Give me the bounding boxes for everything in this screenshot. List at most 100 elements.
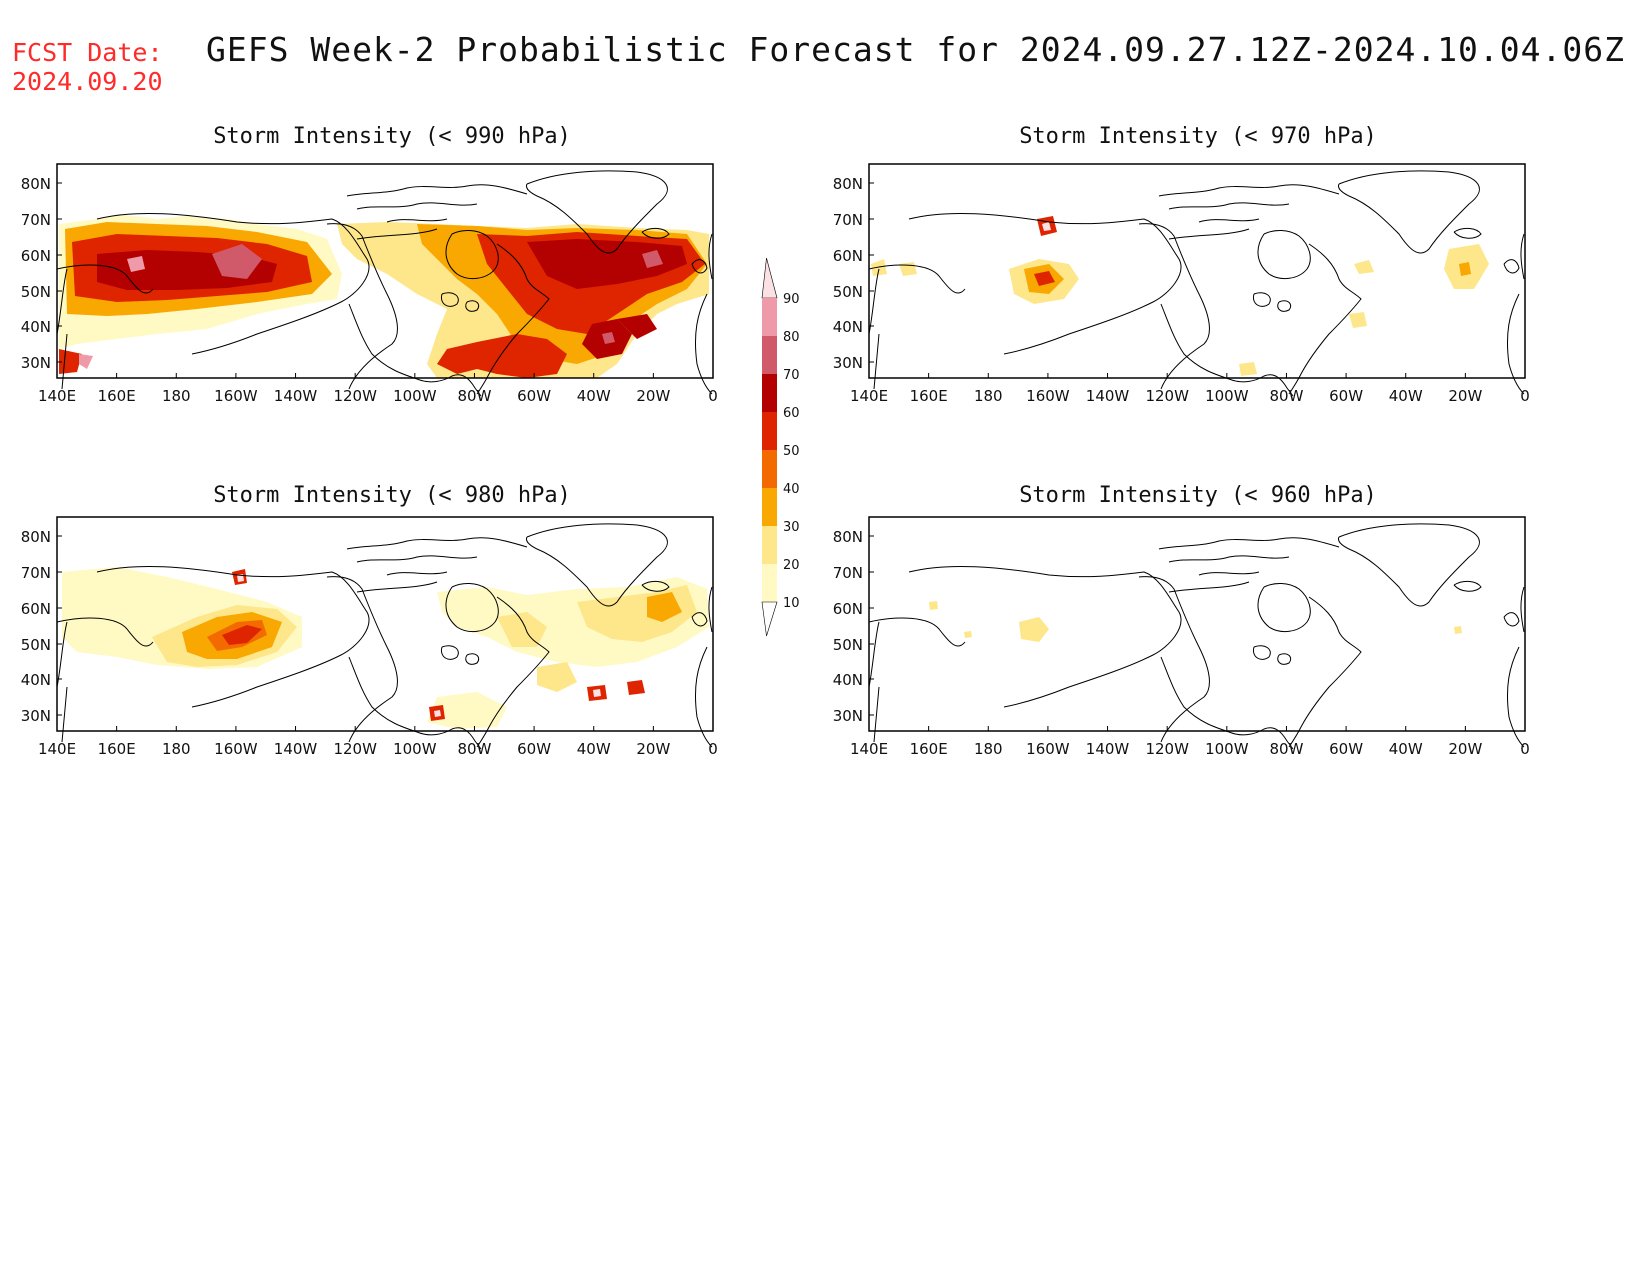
lon-label: 20W [636,740,670,758]
panel-title-980: Storm Intensity (< 980 hPa) [213,483,571,508]
lat-label: 40N [21,318,51,336]
lat-label: 60N [833,600,863,618]
probability-shading-960 [929,601,1462,642]
lon-label: 160W [214,740,258,758]
map-panel-980 [56,516,714,750]
forecast-date-block: FCST Date: 2024.09.20 [12,38,163,96]
lat-label: 60N [833,247,863,265]
colorbar-box [762,564,777,602]
axis-labels: 140E 160E 180 160W 140W 120W 100W 80W 60W 40W 20W 0… [21,175,1530,758]
colorbar-top-triangle [761,257,778,299]
lat-label: 80N [21,175,51,193]
lat-label: 50N [833,283,863,301]
lon-label: 80W [457,387,491,405]
colorbar-label: 30 [783,520,800,535]
lon-label: 160W [1026,387,1070,405]
colorbar-label: 90 [783,292,800,307]
colorbar-box [762,336,777,374]
lon-label: 0 [1520,740,1530,758]
lat-label: 30N [833,707,863,725]
colorbar-bottom-triangle [761,601,778,637]
lat-label: 30N [833,354,863,372]
page-title: GEFS Week-2 Probabilistic Forecast for 2… [206,30,1626,69]
lon-label: 160W [214,387,258,405]
lon-label: 180 [162,740,191,758]
lon-label: 100W [393,740,437,758]
lon-label: 60W [517,387,551,405]
lat-label: 60N [21,247,51,265]
colorbar-label: 40 [783,482,800,497]
lat-label: 80N [833,175,863,193]
lon-label: 0 [708,740,718,758]
lon-label: 80W [1269,387,1303,405]
lat-label: 70N [21,564,51,582]
lon-label: 40W [1389,740,1423,758]
forecast-date-value: 2024.09.20 [12,67,163,96]
lon-label: 0 [1520,387,1530,405]
lat-label: 80N [833,528,863,546]
lat-label: 60N [21,600,51,618]
lon-label: 0 [708,387,718,405]
lon-label: 140E [38,740,76,758]
lon-label: 160E [98,740,136,758]
lon-label: 140W [1086,740,1130,758]
lon-label: 140E [38,387,76,405]
lon-label: 80W [457,740,491,758]
lat-label: 70N [833,211,863,229]
colorbar-box [762,450,777,488]
map-panel-990 [56,163,714,397]
probability-shading-970 [871,216,1489,376]
panel-title-960: Storm Intensity (< 960 hPa) [1019,483,1377,508]
lon-label: 160E [910,387,948,405]
colorbar-label: 10 [783,596,800,611]
lon-label: 160E [910,740,948,758]
lon-label: 20W [1448,387,1482,405]
colorbar-box [762,298,777,336]
lon-label: 20W [1448,740,1482,758]
colorbar: 10 20 30 40 50 60 70 80 90 [761,257,800,637]
lat-label: 70N [21,211,51,229]
lon-label: 120W [333,387,377,405]
lon-label: 120W [333,740,377,758]
colorbar-label: 60 [783,406,800,421]
lat-label: 80N [21,528,51,546]
lat-label: 50N [833,636,863,654]
colorbar-box [762,412,777,450]
probability-shading-980 [62,567,709,729]
lat-label: 50N [21,283,51,301]
lat-label: 40N [833,671,863,689]
lon-label: 80W [1269,740,1303,758]
lat-label: 50N [21,636,51,654]
forecast-date-label: FCST Date: [12,38,163,67]
colorbar-label: 20 [783,558,800,573]
lon-label: 40W [577,740,611,758]
lon-label: 60W [517,740,551,758]
lon-label: 160E [98,387,136,405]
lon-label: 40W [577,387,611,405]
colorbar-box [762,374,777,412]
lat-label: 40N [21,671,51,689]
lon-label: 60W [1329,740,1363,758]
lat-label: 30N [21,707,51,725]
colorbar-label: 70 [783,368,800,383]
lon-label: 140W [274,387,318,405]
lon-label: 60W [1329,387,1363,405]
lon-label: 140W [1086,387,1130,405]
colorbar-label: 50 [783,444,800,459]
lat-label: 70N [833,564,863,582]
lon-label: 120W [1145,740,1189,758]
lon-label: 140W [274,740,318,758]
panel-title-970: Storm Intensity (< 970 hPa) [1019,124,1377,149]
lat-label: 40N [833,318,863,336]
map-panel-960 [868,516,1526,750]
probability-shading-990 [59,214,709,378]
panel-title-990: Storm Intensity (< 990 hPa) [213,124,571,149]
map-panel-970 [868,163,1526,397]
lon-label: 100W [393,387,437,405]
lon-label: 180 [974,387,1003,405]
lon-label: 120W [1145,387,1189,405]
lon-label: 180 [162,387,191,405]
lon-label: 160W [1026,740,1070,758]
lon-label: 20W [636,387,670,405]
